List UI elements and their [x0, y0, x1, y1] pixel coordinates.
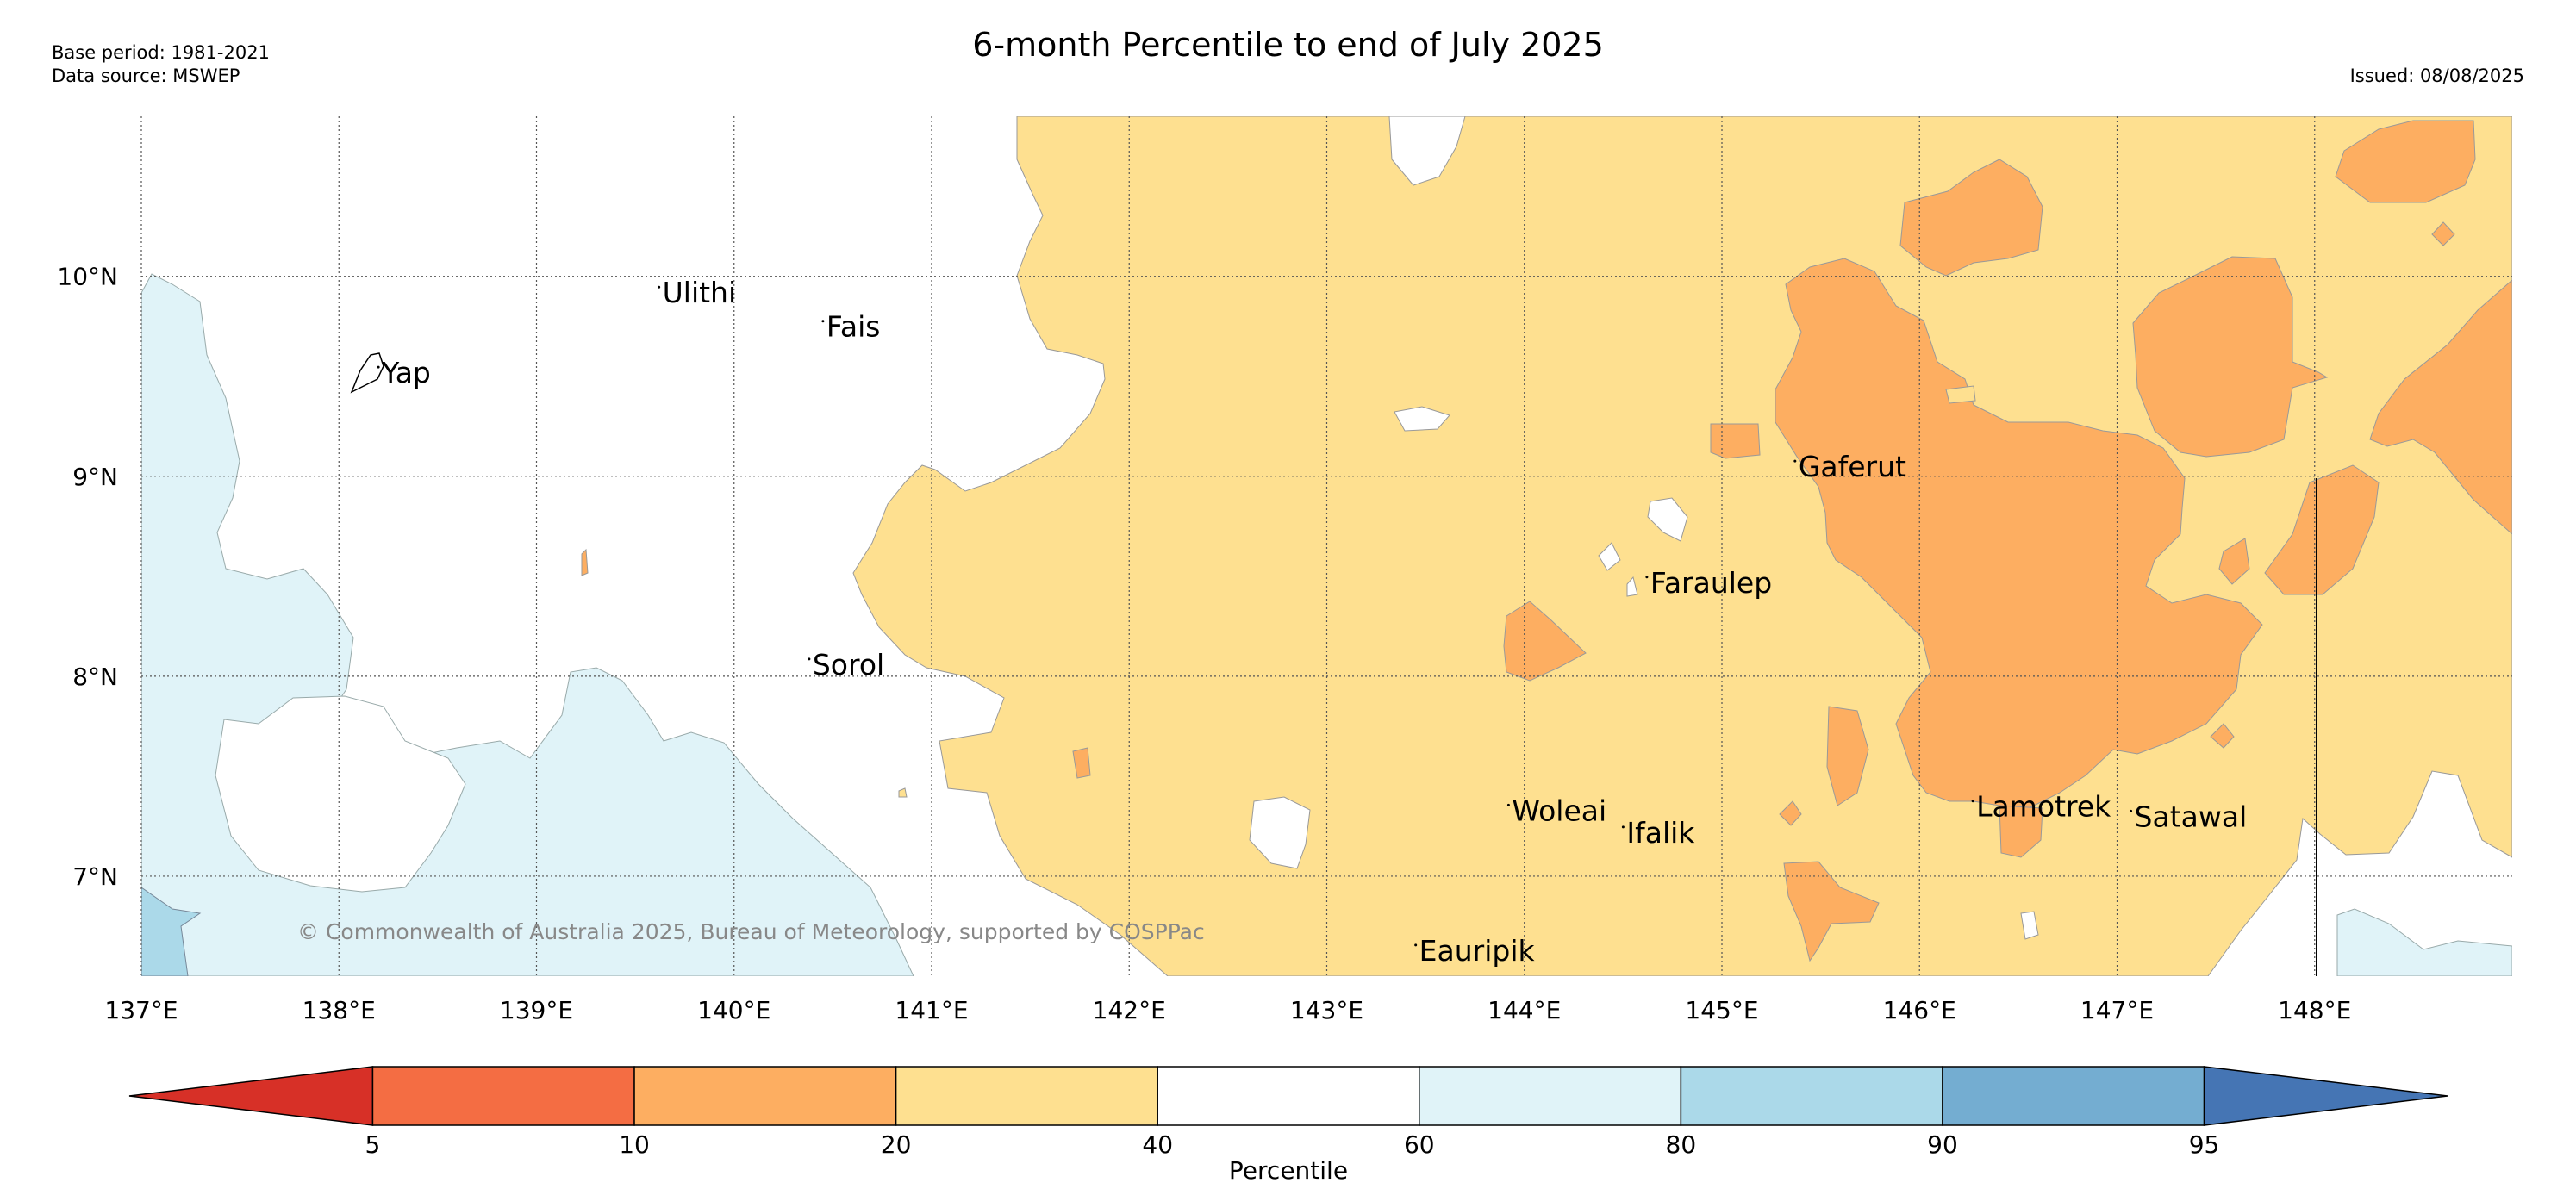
lon-tick-label: 140°E	[697, 996, 770, 1024]
place-label-yap: Yap	[381, 356, 431, 389]
region-40-60-hole	[215, 695, 466, 893]
data-source-note: Data source: MSWEP	[52, 65, 240, 86]
place-label-ulithi: Ulithi	[663, 276, 737, 309]
region-10-20-north	[1899, 159, 2043, 277]
place-marker	[1414, 943, 1418, 947]
colorbar-tick-label: 60	[1404, 1130, 1435, 1159]
colorbar-extend-low	[128, 1066, 374, 1126]
lon-tick-label: 147°E	[2080, 996, 2154, 1024]
region-10-20-blob-h	[2431, 221, 2455, 246]
lon-tick-label: 141°E	[895, 996, 968, 1024]
region-10-20-blob-g	[2210, 723, 2235, 749]
place-label-eauripik: Eauripik	[1419, 934, 1536, 968]
colorbar-segment	[1680, 1066, 1943, 1126]
place-label-woleai: Woleai	[1512, 794, 1606, 827]
hole-in-orange	[1945, 385, 1976, 404]
lon-tick-label: 146°E	[1883, 996, 1956, 1024]
lon-tick-label: 148°E	[2278, 996, 2351, 1024]
colorbar-segment	[1942, 1066, 2205, 1126]
region-10-20-east-small	[2264, 464, 2380, 595]
region-10-20-blob-d	[1999, 805, 2043, 858]
place-label-ifalik: Ifalik	[1626, 816, 1695, 850]
yellow-tiny	[898, 787, 908, 798]
colorbar-segment	[1419, 1066, 1682, 1126]
colorbar-segment	[895, 1066, 1158, 1126]
place-marker	[658, 285, 661, 289]
region-10-20-tiny	[581, 548, 589, 576]
colorbar-segment	[371, 1066, 635, 1126]
colorbar-segment	[633, 1066, 897, 1126]
base-period-note: Base period: 1981-2021	[52, 42, 270, 63]
region-10-20-northeast	[2132, 256, 2329, 458]
region-10-20-blob-a	[2218, 538, 2250, 585]
lat-tick-label: 9°N	[72, 463, 118, 491]
region-60-80-east	[2336, 908, 2512, 976]
place-labels: Ulithi Fais Yap Gaferut Faraulep Sorol Woleai I…	[377, 276, 2248, 968]
place-label-lamotrek: Lamotrek	[1976, 790, 2111, 824]
place-marker	[1645, 576, 1649, 579]
place-label-faraulep: Faraulep	[1650, 566, 1772, 600]
place-marker	[1793, 459, 1797, 463]
place-marker	[2130, 809, 2133, 812]
place-label-gaferut: Gaferut	[1799, 450, 1906, 483]
hole-faraulep-c	[1626, 576, 1638, 597]
region-80-90-corner	[141, 887, 202, 976]
colorbar-tick-label: 10	[619, 1130, 650, 1159]
percentile-map: 137°E 138°E 139°E 140°E 141°E 142°E 143°E 144°E…	[57, 116, 2512, 1024]
colorbar-tick-label: 20	[881, 1130, 912, 1159]
region-10-20-corner-ne	[2335, 120, 2476, 203]
region-10-20-east	[2369, 279, 2512, 535]
colorbar-tick-label: 5	[365, 1130, 381, 1159]
colorbar-segment	[1157, 1066, 1420, 1126]
lon-tick-label: 142°E	[1093, 996, 1166, 1024]
colorbar-tick-label: 90	[1927, 1130, 1958, 1159]
place-marker	[1971, 800, 1974, 803]
place-marker	[1506, 803, 1510, 806]
region-10-20-blob-b	[1826, 706, 1869, 806]
hole-south	[1249, 796, 1311, 869]
region-10-20-blob-e	[1072, 747, 1091, 779]
yap-island-outline	[350, 352, 384, 394]
gridlines	[140, 116, 2512, 976]
colorbar-extend-high	[2203, 1066, 2448, 1126]
hole-north	[1388, 116, 1466, 186]
copyright-note: © Commonwealth of Australia 2025, Bureau…	[297, 919, 1205, 944]
lon-tick-label: 139°E	[500, 996, 573, 1024]
place-label-satawal: Satawal	[2135, 800, 2248, 833]
lat-tick-label: 7°N	[72, 862, 118, 891]
lon-tick-label: 138°E	[303, 996, 376, 1024]
hole-faraulep-a	[1647, 497, 1688, 542]
colorbar-tick-label: 95	[2189, 1130, 2220, 1159]
region-10-20-blob-f	[1779, 800, 1802, 826]
place-marker	[377, 365, 380, 369]
lat-tick-label: 10°N	[57, 263, 118, 291]
region-10-20-west-patch	[1710, 423, 1761, 459]
map-title: 6-month Percentile to end of July 2025	[972, 26, 1604, 64]
region-10-20-blob-c	[1783, 861, 1880, 962]
lat-tick-label: 8°N	[72, 663, 118, 691]
hole-faraulep-b	[1598, 542, 1621, 571]
lon-tick-label: 144°E	[1488, 996, 1561, 1024]
hole-southeast	[2020, 911, 2039, 940]
region-10-20-main	[1775, 258, 2263, 815]
colorbar-tick-label: 40	[1142, 1130, 1173, 1159]
place-marker	[821, 320, 825, 323]
colorbar-label: Percentile	[1229, 1156, 1348, 1185]
axis-ticks: 137°E 138°E 139°E 140°E 141°E 142°E 143°E 144°E…	[57, 263, 2351, 1024]
lon-tick-label: 145°E	[1685, 996, 1758, 1024]
place-label-fais: Fais	[826, 310, 881, 344]
place-label-sorol: Sorol	[813, 648, 884, 682]
hole-bay	[1394, 406, 1450, 432]
issued-date: Issued: 08/08/2025	[2349, 65, 2524, 86]
colorbar-tick-label: 80	[1666, 1130, 1697, 1159]
region-60-80-west	[141, 273, 914, 976]
lon-tick-label: 143°E	[1290, 996, 1363, 1024]
place-marker	[1621, 825, 1625, 829]
colorbar-segments: 5 10 20 40 60 80 90 95	[128, 1066, 2448, 1159]
place-marker	[808, 657, 811, 661]
lon-tick-label: 137°E	[104, 996, 178, 1024]
